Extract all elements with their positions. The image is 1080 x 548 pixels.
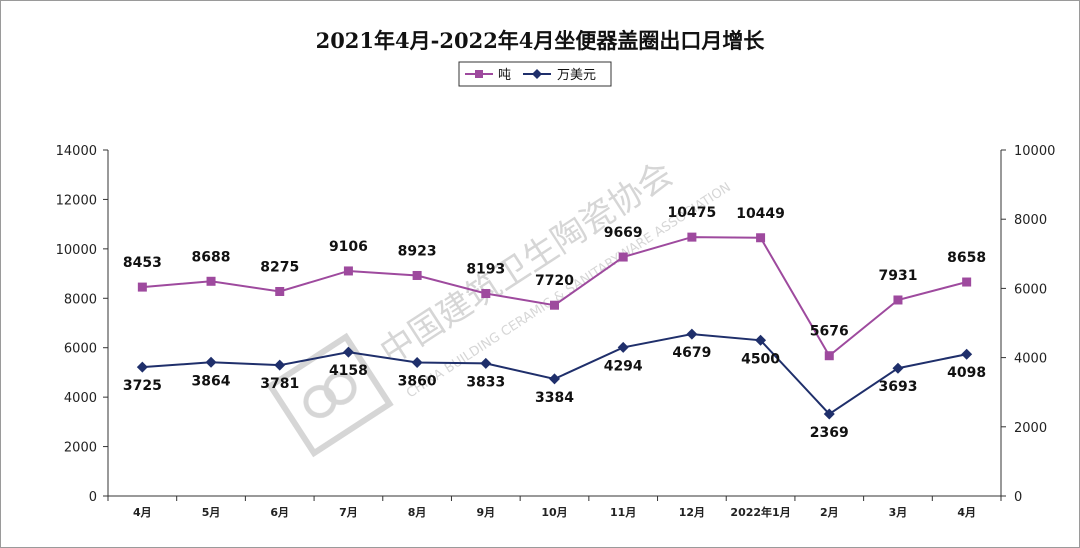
data-label-usd: 2369 — [810, 425, 849, 441]
point-tons — [824, 351, 834, 361]
left-tick-label: 4000 — [64, 391, 97, 406]
right-tick-label: 2000 — [1014, 421, 1047, 436]
data-label-usd: 3833 — [466, 374, 505, 390]
data-label-usd: 4158 — [329, 363, 368, 379]
point-tons — [343, 266, 353, 276]
point-usd — [342, 346, 354, 358]
legend: 吨 万美元 — [458, 61, 612, 87]
right-tick-label: 4000 — [1014, 352, 1047, 367]
point-usd — [205, 356, 217, 368]
left-tick-label: 0 — [89, 490, 97, 505]
point-tons — [687, 232, 697, 242]
legend-label-usd: 万美元 — [557, 68, 596, 83]
data-labels: 8453 8688 8275 9106 8923 8193 7720 9669 10475 104… — [123, 205, 986, 441]
data-label-usd: 3725 — [123, 378, 162, 394]
data-label-usd: 4098 — [947, 365, 986, 381]
watermark-logo — [266, 332, 394, 458]
point-tons — [206, 276, 216, 286]
point-tons — [893, 295, 903, 305]
legend-label-tons: 吨 — [498, 68, 511, 83]
point-tons — [756, 233, 766, 243]
data-label-tons: 10475 — [668, 205, 717, 221]
point-usd — [274, 359, 286, 371]
data-label-tons: 8688 — [192, 249, 231, 265]
left-tick-label: 12000 — [56, 193, 97, 208]
x-tick-label: 7月 — [339, 506, 358, 519]
data-label-tons: 7720 — [535, 273, 574, 289]
data-label-tons: 8453 — [123, 255, 162, 271]
data-label-tons: 8658 — [947, 250, 986, 266]
x-tick-label: 12月 — [679, 506, 705, 519]
x-tick-label: 6月 — [270, 506, 289, 519]
watermark: 中国建筑卫生陶瓷协会 CHINA BUILDING CERAMIC & SANI… — [266, 154, 734, 458]
data-label-tons: 8193 — [466, 262, 505, 278]
left-tick-label: 10000 — [56, 243, 97, 258]
point-tons — [275, 286, 285, 296]
data-label-usd: 4500 — [741, 351, 780, 367]
legend-marker-usd — [532, 69, 542, 79]
point-usd — [617, 341, 629, 353]
data-label-tons: 8923 — [398, 243, 437, 259]
x-tick-label: 10月 — [541, 506, 567, 519]
x-tick-label: 5月 — [202, 506, 221, 519]
right-tick-label: 10000 — [1014, 144, 1055, 159]
point-usd — [480, 357, 492, 369]
point-usd — [549, 373, 560, 385]
right-tick-label: 8000 — [1014, 213, 1047, 228]
data-label-usd: 3864 — [192, 373, 231, 389]
data-label-tons: 8275 — [260, 259, 299, 275]
left-axis-ticks: 0 2000 4000 6000 8000 10000 12000 14000 — [56, 144, 108, 505]
chart-title: 2021年4月-2022年4月坐便器盖圈出口月增长 — [316, 28, 766, 53]
left-tick-label: 8000 — [64, 292, 97, 307]
point-usd — [755, 334, 767, 346]
data-label-tons: 9669 — [604, 225, 643, 241]
x-tick-label: 4月 — [957, 506, 976, 519]
left-tick-label: 14000 — [56, 144, 97, 159]
point-tons — [618, 252, 628, 262]
x-tick-label: 3月 — [889, 506, 908, 519]
data-label-usd: 4294 — [604, 358, 643, 374]
point-tons — [550, 300, 559, 310]
data-label-usd: 3384 — [535, 390, 574, 406]
right-axis-ticks: 0 2000 4000 6000 8000 10000 — [1001, 144, 1055, 505]
legend-marker-tons — [475, 70, 483, 78]
data-label-tons: 7931 — [878, 268, 917, 284]
point-usd — [961, 348, 973, 360]
left-tick-label: 2000 — [64, 441, 97, 456]
point-tons — [962, 277, 972, 287]
data-label-tons: 10449 — [736, 206, 785, 222]
x-tick-label: 2022年1月 — [730, 505, 790, 519]
data-label-usd: 3860 — [398, 373, 437, 389]
x-tick-label: 9月 — [476, 506, 495, 519]
x-tick-label: 8月 — [408, 506, 427, 519]
data-label-tons: 9106 — [329, 239, 368, 255]
point-tons — [137, 282, 147, 292]
point-usd — [136, 361, 148, 373]
x-tick-label: 2月 — [820, 506, 839, 519]
x-axis-ticks: 4月 5月 6月 7月 8月 9月 10月 11月 12月 2022年1月 2月 3月 4月 — [107, 496, 1002, 519]
data-label-tons: 5676 — [810, 324, 849, 340]
left-tick-label: 6000 — [64, 342, 97, 357]
x-tick-label: 11月 — [610, 506, 636, 519]
point-tons — [481, 289, 491, 299]
point-usd — [411, 356, 423, 368]
point-usd — [686, 328, 698, 340]
data-label-usd: 3781 — [260, 376, 299, 392]
data-label-usd: 4679 — [672, 345, 711, 361]
point-usd — [823, 408, 835, 420]
right-tick-label: 0 — [1014, 490, 1022, 505]
watermark-cn-text: 中国建筑卫生陶瓷协会 — [373, 154, 680, 373]
point-usd — [892, 362, 904, 374]
series-layer — [136, 232, 973, 420]
x-tick-label: 4月 — [133, 506, 152, 519]
point-tons — [412, 270, 422, 280]
right-tick-label: 6000 — [1014, 282, 1047, 297]
data-label-usd: 3693 — [878, 379, 917, 395]
